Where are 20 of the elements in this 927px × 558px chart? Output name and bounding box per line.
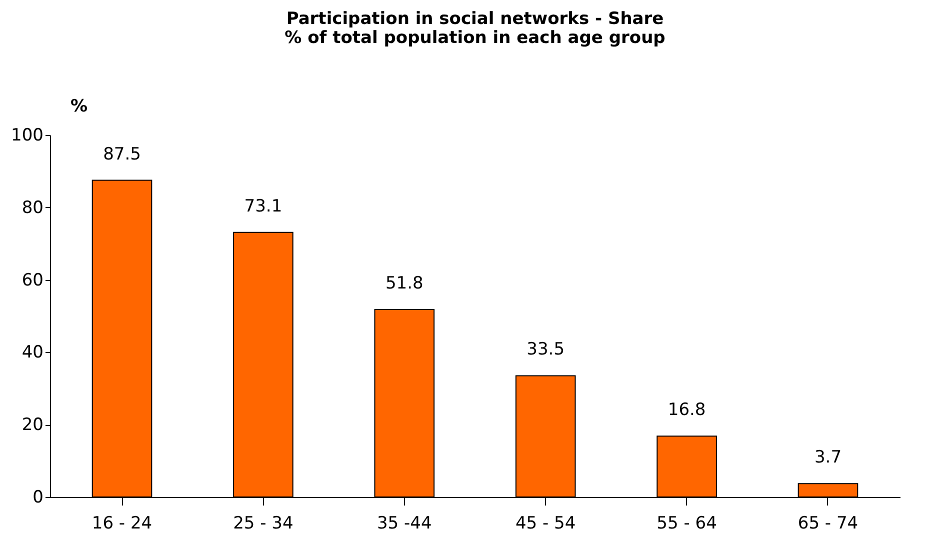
data-label: 51.8 bbox=[385, 273, 424, 294]
y-tick-label: 60 bbox=[22, 270, 44, 290]
y-axis-title: % bbox=[70, 96, 88, 116]
chart-title: Participation in social networks - Share % of total population in each age group bbox=[284, 9, 666, 48]
x-tick-label: 25 - 34 bbox=[233, 514, 294, 534]
data-label: 73.1 bbox=[244, 196, 282, 216]
data-label: 16.8 bbox=[668, 400, 706, 420]
y-tick-label: 100 bbox=[11, 126, 44, 146]
x-tick-label: 16 - 24 bbox=[92, 514, 152, 534]
data-label: 87.5 bbox=[103, 144, 141, 164]
x-tick-label: 65 - 74 bbox=[798, 514, 858, 534]
y-tick-label: 20 bbox=[22, 415, 44, 436]
y-tick-label: 80 bbox=[22, 198, 44, 218]
y-tick-label: 40 bbox=[22, 342, 44, 363]
y-tick-label: 0 bbox=[32, 488, 44, 508]
x-tick-label: 55 - 64 bbox=[656, 514, 717, 534]
x-tick-label: 35 -44 bbox=[376, 514, 432, 534]
data-label: 3.7 bbox=[814, 448, 842, 468]
data-label: 33.5 bbox=[526, 340, 565, 360]
x-tick-label: 45 - 54 bbox=[515, 514, 576, 534]
